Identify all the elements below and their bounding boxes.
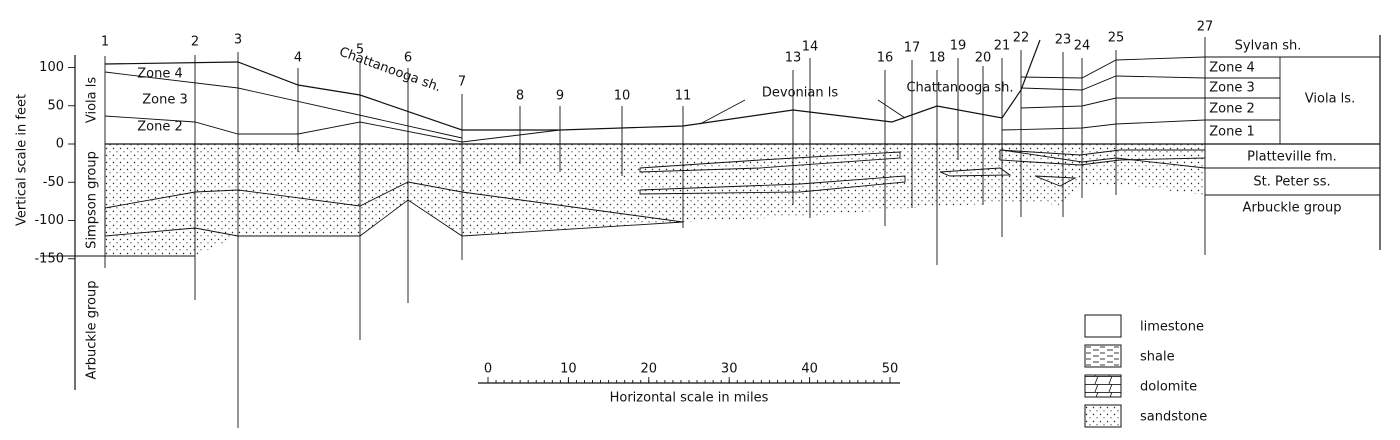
unit-label: Sylvan sh. — [1235, 39, 1302, 54]
well-number: 16 — [877, 51, 894, 66]
well-number: 22 — [1013, 31, 1030, 46]
well-number: 6 — [404, 51, 412, 66]
formation-label: Devonian ls — [762, 86, 838, 101]
legend-label: shale — [1140, 350, 1175, 365]
chattanooga-top — [104, 39, 1041, 131]
tick-label: -50 — [43, 175, 64, 190]
legend-swatch — [1084, 404, 1122, 428]
devonian-top — [699, 99, 746, 125]
unit-label: Viola ls — [85, 77, 100, 123]
well-number: 21 — [994, 39, 1011, 54]
tick-label: 30 — [721, 362, 738, 377]
well-number: 25 — [1108, 31, 1125, 46]
well-number: 1 — [101, 35, 109, 50]
tick-label: 40 — [801, 362, 818, 377]
well-number: 13 — [785, 51, 802, 66]
well-number: 17 — [904, 41, 921, 56]
legend-label: limestone — [1140, 320, 1204, 335]
legend-label: sandstone — [1140, 410, 1207, 425]
well-number: 27 — [1197, 20, 1214, 35]
well-number: 23 — [1055, 33, 1072, 48]
legend-label: dolomite — [1140, 380, 1197, 395]
unit-label: Zone 4 — [1209, 61, 1255, 76]
well-number: 14 — [802, 40, 819, 55]
shale-lens — [639, 151, 901, 173]
well-number: 18 — [929, 51, 946, 66]
unit-label: Zone 3 — [1209, 81, 1255, 96]
well-number: 11 — [675, 89, 692, 104]
shale-lens — [639, 175, 906, 195]
tick-label: 20 — [641, 362, 658, 377]
tick-label: -150 — [34, 251, 64, 266]
shale-lens — [1034, 175, 1077, 187]
tick-label: 10 — [560, 362, 577, 377]
well-number: 3 — [234, 33, 242, 48]
shale-lens — [939, 167, 1012, 177]
legend-swatch — [1084, 374, 1122, 398]
well-number: 4 — [294, 51, 302, 66]
unit-label: Zone 2 — [1209, 102, 1255, 117]
unit-label: Zone 1 — [1209, 125, 1255, 140]
strata — [40, 35, 1381, 390]
zone-label: Zone 3 — [142, 93, 188, 108]
zone-label: Zone 4 — [137, 67, 183, 82]
unit-label: Platteville fm. — [1247, 150, 1337, 165]
zone-line — [1020, 56, 1380, 79]
formation-label: Chattanooga sh. — [906, 81, 1013, 96]
unit-line — [1001, 149, 1206, 169]
unit-label: Simpson group — [85, 151, 100, 249]
shale-lens — [104, 181, 684, 237]
legend-swatch — [1084, 314, 1122, 338]
zone-label: Zone 2 — [137, 120, 183, 135]
unit-label: Arbuckle group — [85, 281, 100, 380]
unit-label: Arbuckle group — [1243, 201, 1342, 216]
tick-label: 50 — [882, 362, 899, 377]
well-number: 19 — [950, 39, 967, 54]
axis-label: Vertical scale in feet — [15, 94, 30, 226]
tick-label: -100 — [34, 213, 64, 228]
well-number: 5 — [356, 43, 364, 58]
well-number: 8 — [516, 89, 524, 104]
axis-label: Horizontal scale in miles — [610, 391, 769, 406]
well-number: 24 — [1074, 39, 1091, 54]
tick-label: 100 — [39, 60, 64, 75]
tick-label: 0 — [484, 362, 492, 377]
legend-swatch — [1084, 344, 1122, 368]
tick-label: 50 — [47, 98, 64, 113]
formation-label: Chattanooga sh. — [337, 45, 443, 96]
sandstone-body — [105, 144, 1205, 256]
unit-label: Viola ls. — [1305, 92, 1355, 107]
well-number: 9 — [556, 89, 564, 104]
well-number: 2 — [191, 35, 199, 50]
devonian-top — [877, 99, 906, 119]
well-number: 7 — [458, 75, 466, 90]
tick-label: 0 — [56, 137, 64, 152]
well-number: 20 — [975, 51, 992, 66]
unit-label: St. Peter ss. — [1253, 175, 1330, 190]
well-number: 10 — [614, 89, 631, 104]
